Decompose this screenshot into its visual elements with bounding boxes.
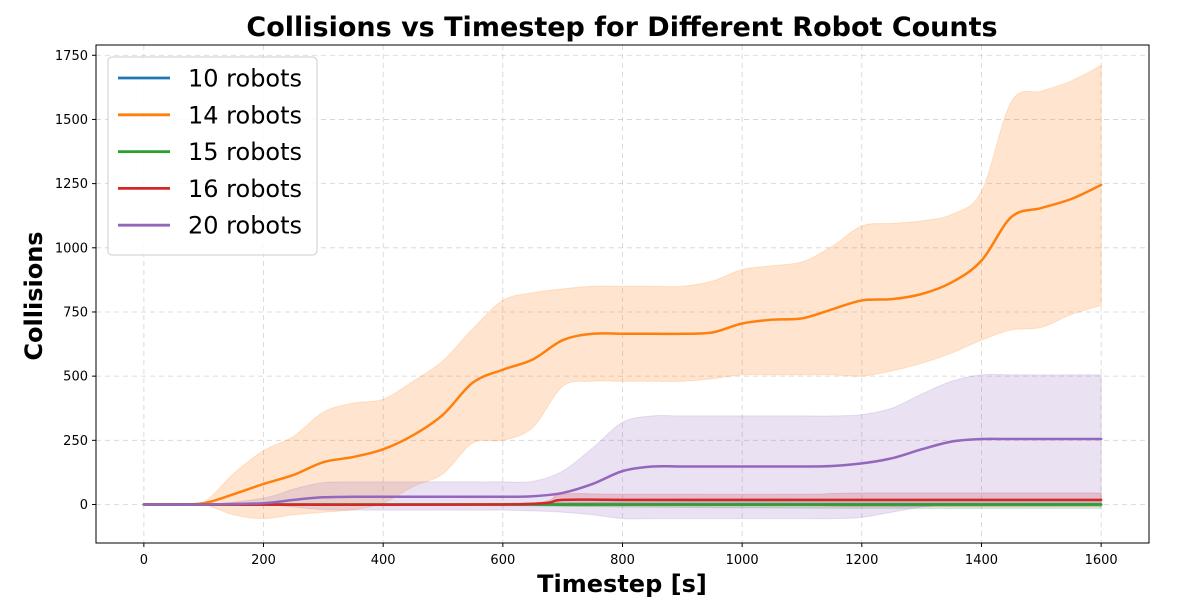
y-tick-label: 750	[63, 305, 88, 320]
y-tick-label: 1250	[55, 177, 88, 192]
x-tick-label: 400	[371, 553, 396, 568]
legend-label-10-robots: 10 robots	[188, 65, 302, 93]
legend-box	[107, 56, 318, 256]
line-16-robots	[142, 498, 1103, 507]
x-tick-label: 0	[140, 553, 148, 568]
line-20-robots	[142, 437, 1103, 506]
x-tick-label: 600	[490, 553, 515, 568]
legend-label-15-robots: 15 robots	[188, 138, 302, 166]
x-axis-title: Timestep [s]	[537, 570, 707, 598]
x-tick-label: 1000	[726, 553, 759, 568]
y-axis-title: Collisions	[20, 231, 48, 360]
x-tick-label: 1200	[845, 553, 878, 568]
x-tick-label: 800	[610, 553, 635, 568]
y-tick-label: 1750	[55, 49, 88, 64]
legend-label-14-robots: 14 robots	[188, 101, 302, 129]
line-layer	[142, 183, 1103, 507]
tick-layer: 0 200 400 600 800 1000 1200 1400 1600 0 250 500 750 1…	[55, 49, 1118, 568]
x-tick-label: 200	[251, 553, 276, 568]
legend: 10 robots 14 robots 15 robots 16 robots 20 r…	[107, 56, 318, 256]
y-tick-label: 500	[63, 370, 88, 385]
legend-label-16-robots: 16 robots	[188, 175, 302, 203]
line-14-robots	[142, 183, 1103, 506]
x-tick-label: 1400	[965, 553, 998, 568]
y-tick-label: 1500	[55, 113, 88, 128]
band-14-robots	[143, 64, 1102, 520]
y-tick-label: 0	[80, 498, 88, 513]
x-tick-label: 1600	[1085, 553, 1118, 568]
legend-label-20-robots: 20 robots	[188, 212, 302, 240]
y-tick-label: 250	[63, 434, 88, 449]
chart-title: Collisions vs Timestep for Different Rob…	[246, 12, 997, 43]
y-tick-label: 1000	[55, 241, 88, 256]
